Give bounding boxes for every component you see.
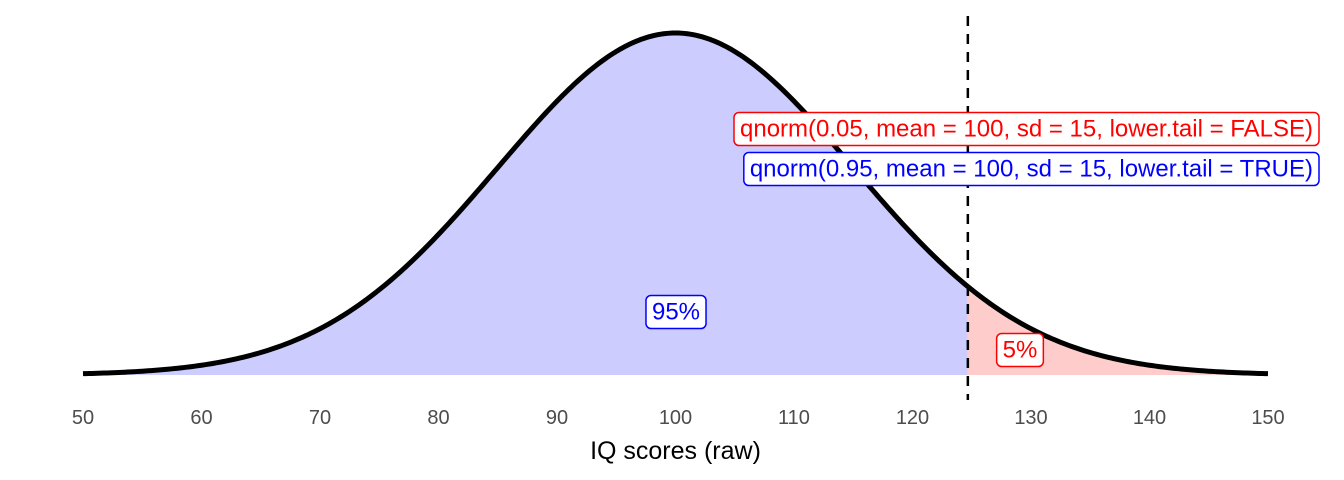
qnorm-upper-annotation-text: qnorm(0.05, mean = 100, sd = 15, lower.t…: [740, 116, 1313, 143]
percent-label-lower-text: 95%: [652, 299, 700, 326]
region-area-lower: [83, 33, 968, 375]
percent-label-lower: 95%: [645, 294, 707, 330]
x-tick-label: 90: [546, 407, 568, 429]
x-axis-ticks: 50 60 70 80 90 100 110 120 130 140 150: [72, 407, 1285, 429]
x-tick-label: 100: [659, 407, 692, 429]
percent-label-upper: 5%: [995, 332, 1045, 368]
qnorm-lower-annotation-box: [743, 151, 1320, 187]
percent-label-upper-box: [995, 332, 1045, 368]
x-tick-label: 80: [427, 407, 449, 429]
qnorm-lower-annotation: qnorm(0.95, mean = 100, sd = 15, lower.t…: [743, 151, 1320, 187]
qnorm-upper-annotation-box: [733, 111, 1320, 147]
density-curve: [82, 30, 1269, 377]
annotation-labels: 95% 5% qnorm(0.05, mean = 100, sd = 15, lo…: [645, 111, 1320, 368]
curve-layer: [82, 30, 1269, 377]
percent-label-lower-box: [645, 294, 707, 330]
x-tick-label: 50: [72, 407, 94, 429]
x-tick-label: 70: [309, 407, 331, 429]
qnorm-lower-annotation-text: qnorm(0.95, mean = 100, sd = 15, lower.t…: [750, 156, 1313, 183]
percent-label-upper-text: 5%: [1003, 337, 1038, 364]
x-tick-label: 130: [1014, 407, 1047, 429]
x-tick-label: 60: [190, 407, 212, 429]
x-tick-label: 110: [778, 407, 810, 429]
x-tick-label: 140: [1133, 407, 1166, 429]
x-axis-title: IQ scores (raw): [590, 437, 761, 465]
x-tick-label: 120: [896, 407, 929, 429]
x-tick-label: 150: [1251, 407, 1284, 429]
qnorm-upper-annotation: qnorm(0.05, mean = 100, sd = 15, lower.t…: [733, 111, 1320, 147]
